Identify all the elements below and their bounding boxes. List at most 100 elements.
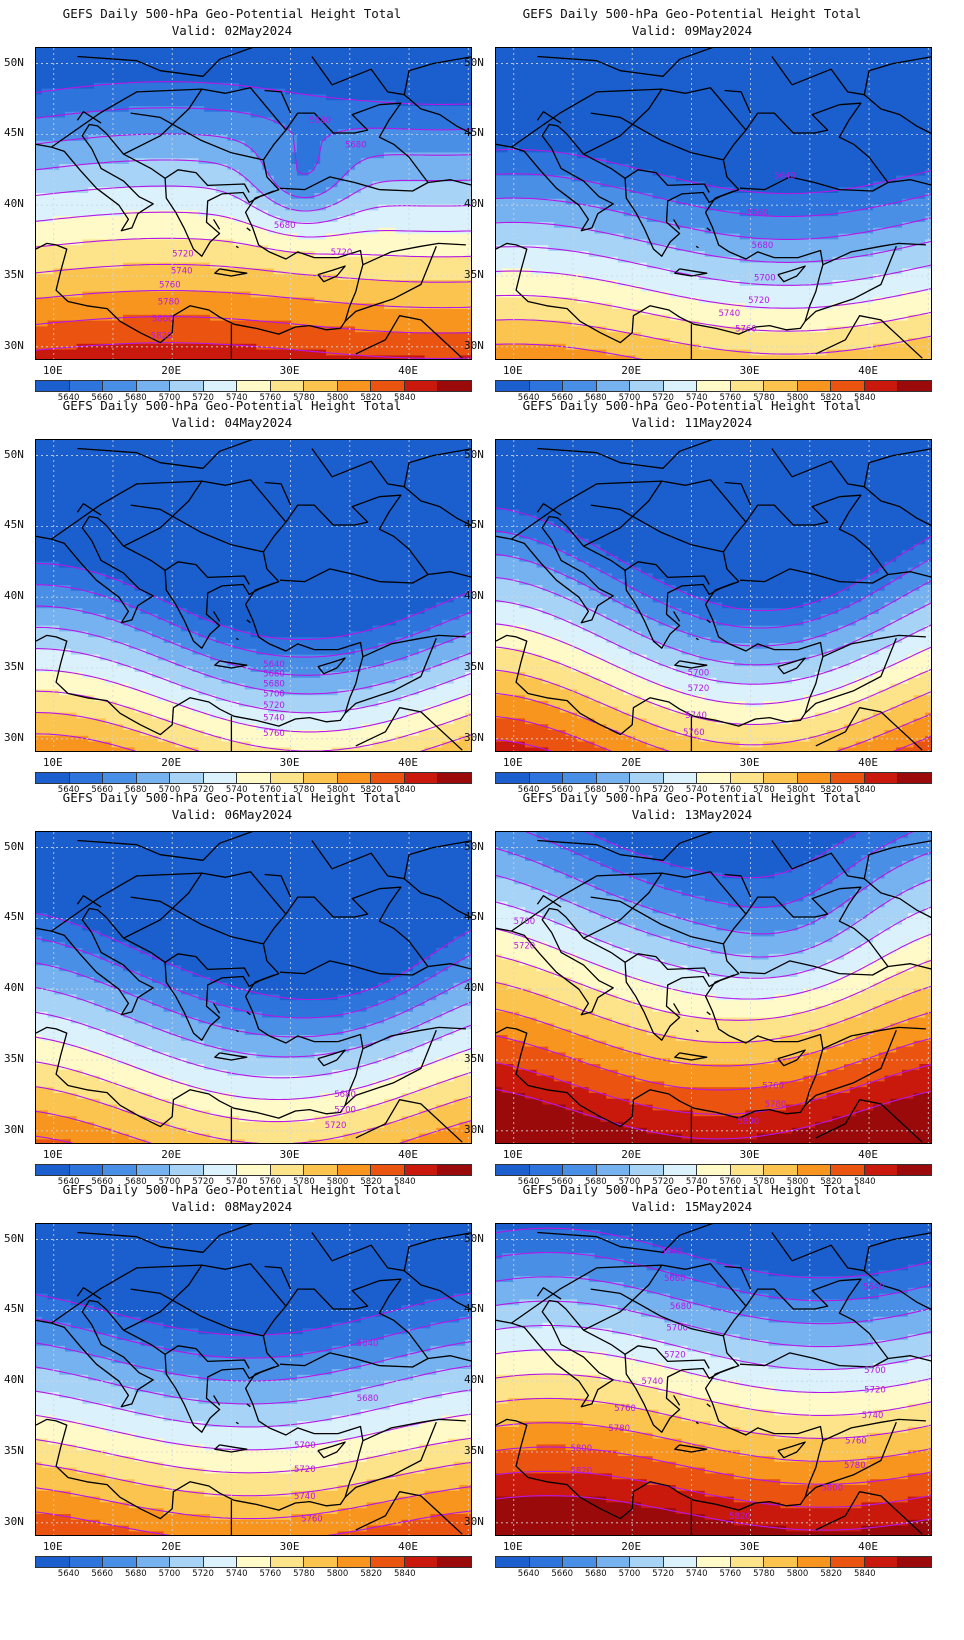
contour-label: 5760 [683, 728, 705, 738]
colorbar-label: 5800 [327, 1177, 349, 1187]
colorbar-swatch [69, 1557, 104, 1567]
contour-line [525, 832, 914, 908]
colorbar-swatch [764, 1165, 798, 1175]
colorbar-swatch [697, 773, 731, 783]
contour-line [496, 848, 931, 935]
contour-label: 5720 [294, 1465, 316, 1475]
panel-title: GEFS Daily 500-hPa Geo-Potential Height … [460, 1182, 924, 1198]
latitude-label: 45N [4, 1302, 24, 1315]
colorbar-label: 5660 [551, 1569, 573, 1579]
colorbar-swatch [270, 773, 305, 783]
lat-lon-grid [496, 832, 931, 1143]
latitude-label: 30N [464, 339, 484, 352]
longitude-label: 40E [398, 1540, 418, 1553]
contour-label: 5780 [765, 1100, 787, 1110]
colorbar-label: 5740 [226, 393, 248, 403]
contour-line [496, 955, 931, 1021]
contour-line [496, 1422, 931, 1462]
longitude-label: 10E [503, 364, 523, 377]
contour-line [36, 1365, 471, 1405]
coastlines-and-borders [36, 832, 471, 1143]
colorbar-labels: 5640 5660 5680 5700 5720 5740 5760 5780 5800 5820… [495, 785, 932, 795]
colorbar-label: 5680 [585, 1177, 607, 1187]
contour-label: 5680 [263, 680, 285, 690]
panel-title: GEFS Daily 500-hPa Geo-Potential Height … [460, 398, 924, 414]
longitude-label: 20E [161, 364, 181, 377]
colorbar-label: 5840 [394, 393, 416, 403]
map-panel: GEFS Daily 500-hPa Geo-Potential Height … [0, 392, 472, 795]
colorbar-swatch [371, 381, 405, 391]
map-frame: 5700 5720 5760 5780 5800 [495, 831, 932, 1144]
contour-label: 5760 [301, 1515, 323, 1525]
contour-line [496, 600, 931, 685]
colorbar-swatch [438, 1165, 471, 1175]
colorbar-label: 5700 [619, 393, 641, 403]
contour-line [36, 263, 471, 283]
lat-lon-grid [496, 48, 931, 359]
contour-line [496, 148, 931, 195]
longitude-label: 20E [161, 1148, 181, 1161]
longitude-label: 30E [280, 756, 300, 769]
colorbar-swatch [496, 1557, 530, 1567]
colorbar-swatch [831, 381, 865, 391]
longitude-label: 30E [740, 756, 760, 769]
latitude-label: 50N [4, 1232, 24, 1245]
colorbar-label: 5700 [619, 1569, 641, 1579]
coastlines-and-borders [36, 48, 471, 359]
panel-title: GEFS Daily 500-hPa Geo-Potential Height … [460, 6, 924, 22]
contour-label: 5740 [294, 1492, 316, 1502]
contour-line [36, 648, 471, 714]
contour-label: 5760 [762, 1082, 784, 1092]
colorbar-swatch [797, 773, 832, 783]
colorbar-swatch [170, 1557, 204, 1567]
contour-line [496, 1062, 931, 1115]
contour-label: 5720 [514, 941, 536, 951]
contour-label: 5700 [334, 1106, 356, 1116]
colorbar-label: 5780 [753, 1177, 775, 1187]
colorbar-swatch [203, 1557, 238, 1567]
colorbar-swatch [103, 773, 137, 783]
contour-line [36, 316, 471, 334]
contour-line [496, 1373, 931, 1416]
colorbar-label: 5720 [652, 393, 674, 403]
contour-label: 5720 [748, 296, 770, 306]
contour-line [36, 1011, 471, 1079]
filled-height-field [36, 440, 471, 751]
colorbar [35, 1164, 472, 1176]
lat-lon-grid [36, 832, 471, 1143]
longitude-label: 40E [858, 364, 878, 377]
contour-line [496, 221, 931, 263]
colorbar-label: 5820 [820, 393, 842, 403]
colorbar-swatch [730, 381, 765, 391]
colorbar-swatch [596, 773, 631, 783]
colorbar-label: 5720 [192, 785, 214, 795]
contour-label: 5720 [664, 1350, 686, 1360]
map-frame: 5680 5700 5720 [35, 831, 472, 1144]
contour-line [496, 1008, 931, 1067]
contour-lines [36, 562, 471, 751]
colorbar-label: 5660 [91, 393, 113, 403]
latitude-label: 30N [464, 1515, 484, 1528]
contour-label: 5720 [325, 1121, 347, 1131]
colorbar-label: 5820 [820, 1569, 842, 1579]
longitude-label: 40E [858, 1148, 878, 1161]
colorbar-label: 5800 [787, 393, 809, 403]
colorbar-label: 5840 [854, 785, 876, 795]
colorbar-label: 5780 [753, 1569, 775, 1579]
colorbar-swatch [337, 1165, 372, 1175]
contour-label: 5680 [309, 116, 331, 126]
filled-height-field [496, 48, 931, 359]
map-panel: GEFS Daily 500-hPa Geo-Potential Height … [0, 1176, 472, 1579]
contour-line [496, 294, 931, 332]
latitude-label: 45N [4, 126, 24, 139]
longitude-label: 20E [161, 756, 181, 769]
colorbar-labels: 5640 5660 5680 5700 5720 5740 5760 5780 5800 5820… [35, 1569, 472, 1579]
latitude-label: 40N [4, 981, 24, 994]
colorbar-swatch [797, 1557, 832, 1567]
contour-line [496, 1446, 931, 1485]
colorbar [495, 772, 932, 784]
coastlines-and-borders [496, 48, 931, 359]
latitude-label: 30N [4, 339, 24, 352]
longitude-label: 30E [280, 1148, 300, 1161]
colorbar-swatch [864, 1557, 899, 1567]
